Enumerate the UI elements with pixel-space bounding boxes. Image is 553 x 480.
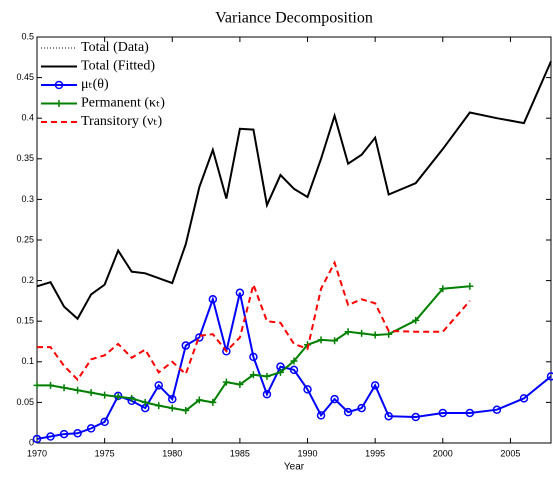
y-tick-label: 0.2 — [21, 275, 34, 285]
x-tick-label: 2005 — [500, 448, 520, 458]
y-tick-label: 0.1 — [21, 356, 34, 366]
y-tick-label: 0.4 — [21, 113, 34, 123]
legend-label: Total (Data) — [81, 40, 149, 55]
legend-label: μₜ(θ) — [81, 77, 109, 92]
chart-title: Variance Decomposition — [215, 10, 373, 27]
legend-label: Transitory (νₜ) — [81, 114, 162, 129]
legend-label: Permanent (κₜ) — [81, 96, 165, 111]
y-tick-label: 0.35 — [16, 153, 34, 163]
x-tick-label: 2000 — [433, 448, 453, 458]
x-tick-label: 1990 — [298, 448, 318, 458]
x-axis-label: Year — [284, 462, 305, 473]
y-tick-label: 0.45 — [16, 72, 34, 82]
y-tick-label: 0.25 — [16, 234, 34, 244]
y-tick-label: 0.3 — [21, 194, 34, 204]
x-tick-label: 1975 — [95, 448, 115, 458]
y-tick-label: 0.05 — [16, 397, 34, 407]
x-tick-label: 1980 — [162, 448, 182, 458]
y-tick-label: 0.15 — [16, 316, 34, 326]
x-tick-label: 1985 — [230, 448, 250, 458]
x-tick-label: 1970 — [27, 448, 47, 458]
y-tick-label: 0.5 — [21, 31, 34, 41]
x-tick-label: 1995 — [365, 448, 385, 458]
legend-label: Total (Fitted) — [81, 59, 155, 74]
